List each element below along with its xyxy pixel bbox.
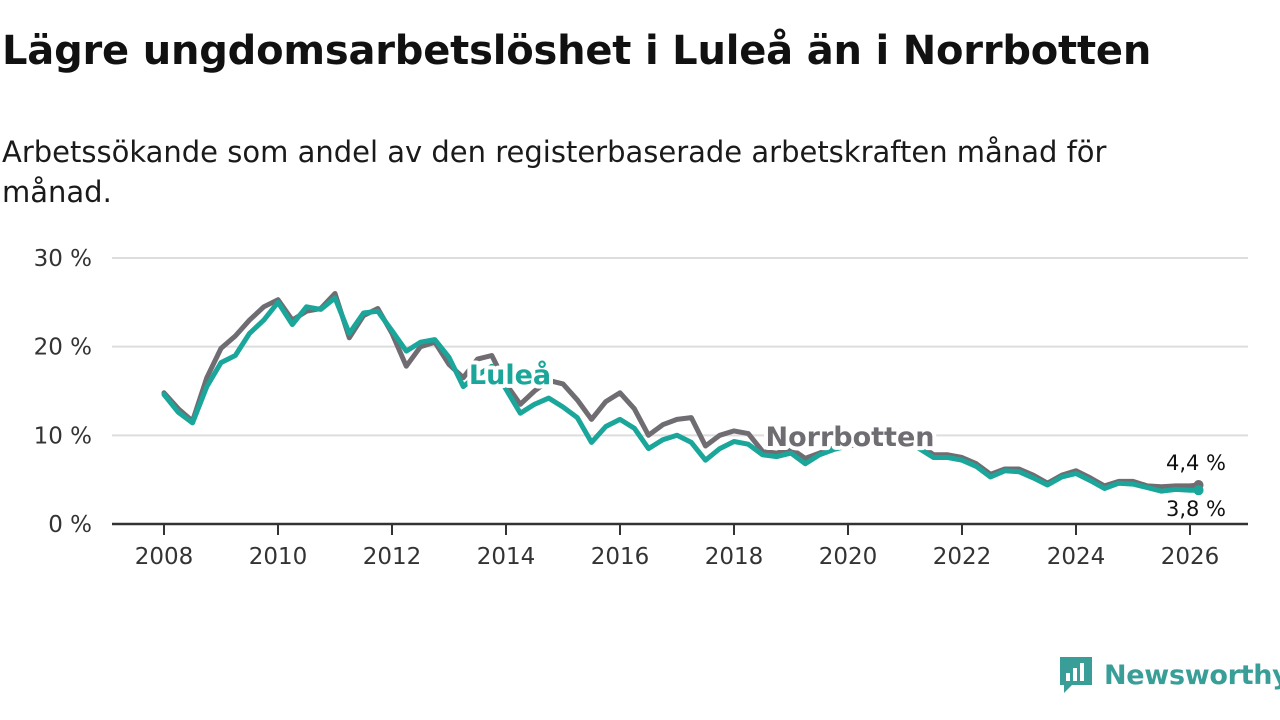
y-tick-label: 0 %	[48, 512, 92, 538]
last-value-lulea-halo: 3,8 %	[1166, 497, 1226, 521]
last-value-norrbotten-halo: 4,4 %	[1166, 451, 1226, 475]
y-tick-label: 30 %	[34, 246, 92, 272]
y-tick-label: 20 %	[34, 335, 92, 361]
x-tick-label: 2016	[591, 544, 650, 570]
x-tick-label: 2026	[1161, 544, 1220, 570]
newsworthy-logo-icon	[1060, 657, 1092, 693]
chart-title: Lägre ungdomsarbetslöshet i Luleå än i N…	[2, 28, 1152, 74]
last-value-norrbotten-text: 4,4 %	[1166, 451, 1226, 475]
y-tick-label: 10 %	[34, 423, 92, 449]
series-line-norrbotten	[161, 291, 1202, 490]
x-tick-label: 2012	[363, 544, 422, 570]
series-line-lulea	[161, 295, 1202, 494]
series-label-norrbotten-text: Norrbotten	[765, 422, 934, 453]
x-tick-label: 2022	[933, 544, 992, 570]
x-tick-label: 2024	[1047, 544, 1106, 570]
last-value-lulea-text: 3,8 %	[1166, 497, 1226, 521]
series-label-lulea-halo: Luleå	[469, 359, 551, 391]
last-value-norrbotten: 4,4 %4,4 %	[1162, 447, 1230, 479]
series-label-lulea-text: Luleå	[469, 359, 551, 391]
newsworthy-logo: Newsworthy	[1058, 654, 1280, 696]
newsworthy-wordmark: Newsworthy	[1104, 659, 1280, 691]
gridlines: 0 % 10 % 20 % 30 %	[34, 246, 1248, 538]
chart-subtitle: Arbetssökande som andel av den registerb…	[2, 135, 1107, 209]
series-lines	[161, 291, 1204, 496]
x-tick-label: 2014	[477, 544, 536, 570]
series-label-norrbotten-halo: Norrbotten	[765, 422, 934, 453]
x-axis: 2008 2010 2012 2014 2016 2018 2020 2022 2024 2026	[112, 522, 1248, 570]
last-value-lulea: 3,8 %3,8 %	[1162, 493, 1230, 525]
x-tick-label: 2018	[705, 544, 764, 570]
end-point-lulea	[1193, 485, 1204, 496]
x-tick-label: 2020	[819, 544, 878, 570]
x-tick-label: 2010	[249, 544, 308, 570]
x-tick-label: 2008	[135, 544, 194, 570]
